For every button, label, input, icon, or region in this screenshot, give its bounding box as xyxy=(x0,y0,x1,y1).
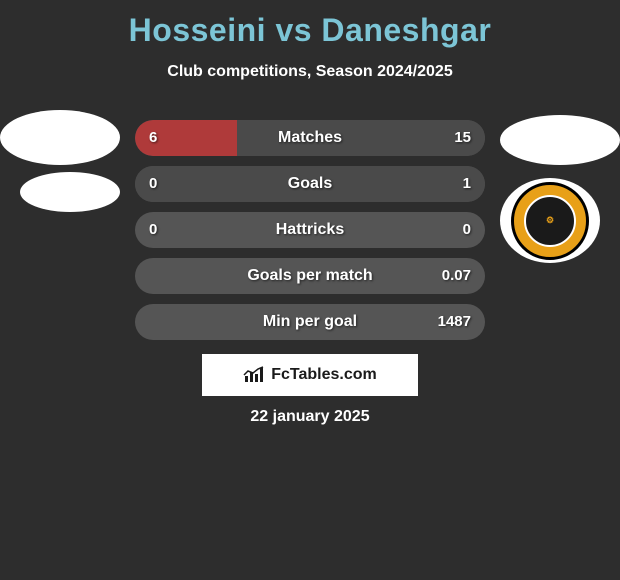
stat-value-right: 0.07 xyxy=(442,258,471,294)
stat-bar: Min per goal1487 xyxy=(135,304,485,340)
stat-label: Matches xyxy=(135,120,485,156)
stat-bar: 0Goals1 xyxy=(135,166,485,202)
comparison-title: Hosseini vs Daneshgar xyxy=(0,0,620,49)
stat-bar: 0Hattricks0 xyxy=(135,212,485,248)
stat-bar: Goals per match0.07 xyxy=(135,258,485,294)
player-right-club-badge: ⚙ xyxy=(500,178,600,263)
club-logo-core-icon: ⚙ xyxy=(524,195,576,247)
player-left-badge-top xyxy=(0,110,120,165)
stat-value-right: 1487 xyxy=(438,304,471,340)
stat-value-right: 1 xyxy=(463,166,471,202)
branding-box: FcTables.com xyxy=(202,354,418,396)
stat-label: Min per goal xyxy=(135,304,485,340)
snapshot-date: 22 january 2025 xyxy=(0,408,620,426)
stat-value-right: 0 xyxy=(463,212,471,248)
stat-label: Goals xyxy=(135,166,485,202)
stats-bars-container: 6Matches150Goals10Hattricks0Goals per ma… xyxy=(135,120,485,350)
stat-value-right: 15 xyxy=(454,120,471,156)
player-right-badge-top xyxy=(500,115,620,165)
bar-chart-icon xyxy=(243,366,265,384)
comparison-subtitle: Club competitions, Season 2024/2025 xyxy=(0,63,620,81)
branding-text: FcTables.com xyxy=(271,366,377,384)
club-logo-icon: ⚙ xyxy=(511,182,589,260)
player-left-badge-bottom xyxy=(20,172,120,212)
stat-label: Goals per match xyxy=(135,258,485,294)
stat-label: Hattricks xyxy=(135,212,485,248)
stat-bar: 6Matches15 xyxy=(135,120,485,156)
